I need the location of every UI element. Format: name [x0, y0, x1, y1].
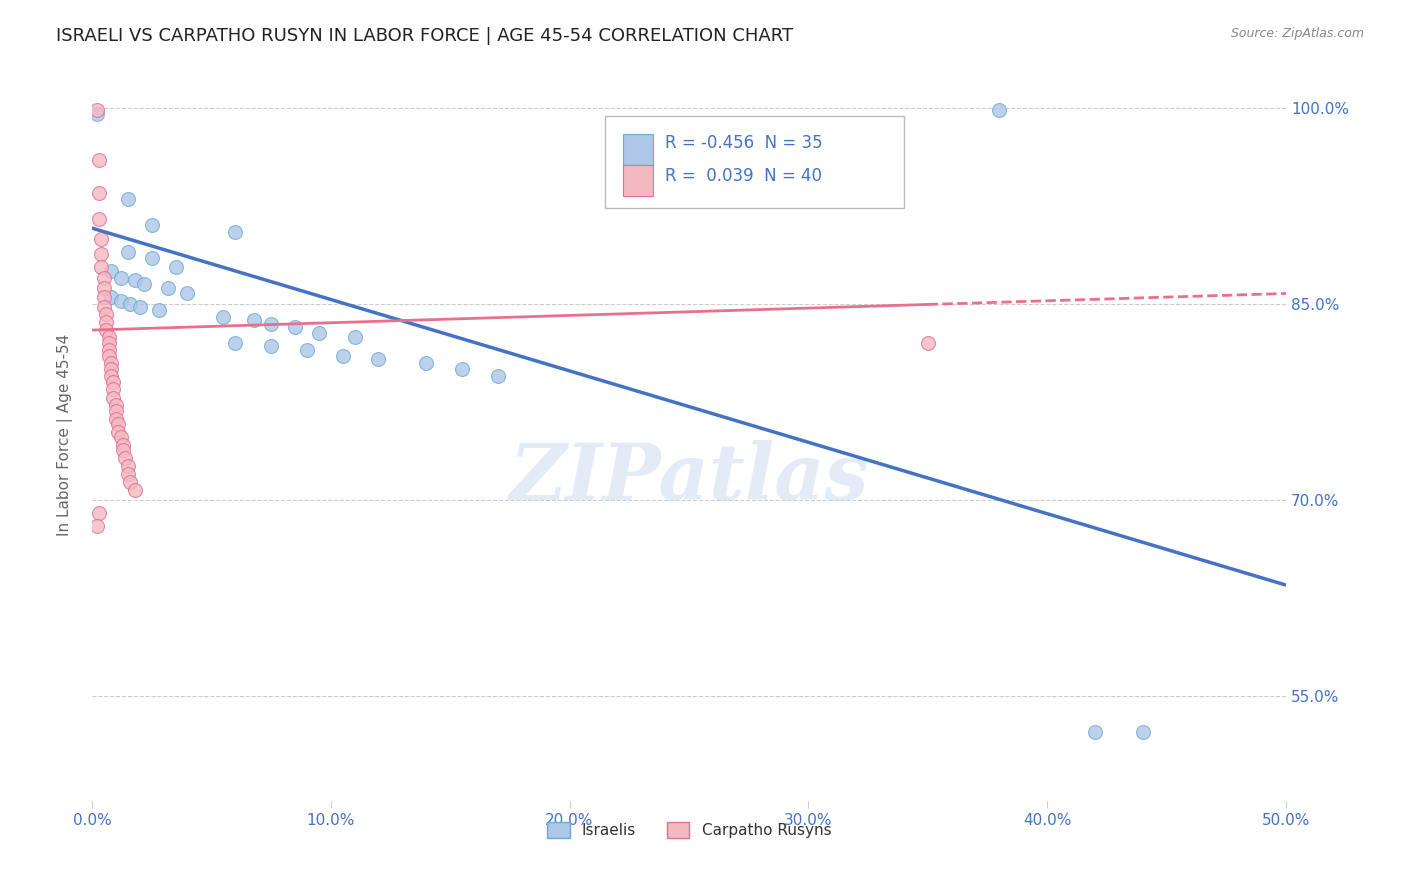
- Point: [176, 286, 198, 301]
- Point: [96, 315, 118, 329]
- Point: [100, 356, 122, 370]
- Point: [96, 323, 118, 337]
- Point: [120, 297, 142, 311]
- Point: [86, 107, 108, 121]
- Point: [117, 459, 139, 474]
- Point: [243, 312, 266, 326]
- Y-axis label: In Labor Force | Age 45-54: In Labor Force | Age 45-54: [58, 334, 73, 536]
- Point: [134, 277, 156, 292]
- Point: [343, 329, 366, 343]
- Point: [87, 186, 110, 200]
- Point: [90, 247, 112, 261]
- Legend: Israelis, Carpatho Rusyns: Israelis, Carpatho Rusyns: [540, 816, 838, 845]
- Point: [103, 376, 125, 390]
- Point: [224, 336, 246, 351]
- Point: [1132, 724, 1154, 739]
- Point: [332, 349, 354, 363]
- Point: [90, 231, 112, 245]
- Point: [141, 219, 163, 233]
- Point: [117, 244, 139, 259]
- Point: [86, 519, 108, 533]
- Point: [110, 294, 132, 309]
- Point: [104, 412, 127, 426]
- Point: [87, 153, 110, 167]
- Point: [224, 225, 246, 239]
- Point: [110, 270, 132, 285]
- Point: [128, 300, 150, 314]
- Point: [117, 192, 139, 206]
- Point: [165, 260, 187, 275]
- Point: [260, 339, 283, 353]
- Text: ISRAELI VS CARPATHO RUSYN IN LABOR FORCE | AGE 45-54 CORRELATION CHART: ISRAELI VS CARPATHO RUSYN IN LABOR FORCE…: [56, 27, 793, 45]
- Point: [86, 103, 108, 118]
- Point: [103, 391, 125, 405]
- FancyBboxPatch shape: [623, 165, 654, 196]
- Point: [451, 362, 474, 376]
- Point: [90, 260, 112, 275]
- Point: [100, 368, 122, 383]
- Point: [988, 103, 1011, 118]
- Point: [114, 451, 136, 466]
- Point: [415, 356, 437, 370]
- Point: [93, 300, 115, 314]
- Point: [96, 307, 118, 321]
- Point: [93, 281, 115, 295]
- Point: [1084, 724, 1107, 739]
- Point: [917, 336, 939, 351]
- Point: [295, 343, 318, 357]
- Text: Source: ZipAtlas.com: Source: ZipAtlas.com: [1230, 27, 1364, 40]
- Point: [124, 273, 146, 287]
- Point: [97, 349, 120, 363]
- Point: [103, 382, 125, 396]
- Point: [111, 438, 134, 452]
- Point: [120, 475, 142, 489]
- Point: [93, 270, 115, 285]
- Point: [124, 483, 146, 497]
- Text: ZIPatlas: ZIPatlas: [509, 441, 869, 516]
- Point: [100, 264, 122, 278]
- Point: [148, 303, 170, 318]
- Point: [308, 326, 330, 340]
- Point: [117, 467, 139, 481]
- Point: [111, 443, 134, 458]
- Point: [260, 317, 283, 331]
- Text: R = -0.456  N = 35: R = -0.456 N = 35: [665, 135, 823, 153]
- Point: [284, 320, 307, 334]
- Point: [367, 351, 389, 366]
- Point: [486, 368, 509, 383]
- Point: [87, 506, 110, 520]
- Point: [100, 290, 122, 304]
- FancyBboxPatch shape: [623, 134, 654, 165]
- Point: [97, 336, 120, 351]
- Point: [212, 310, 235, 324]
- Point: [141, 251, 163, 265]
- Point: [100, 362, 122, 376]
- Text: R =  0.039  N = 40: R = 0.039 N = 40: [665, 167, 823, 186]
- Point: [104, 398, 127, 412]
- Point: [107, 425, 129, 439]
- Point: [97, 329, 120, 343]
- Point: [104, 404, 127, 418]
- Point: [107, 417, 129, 432]
- FancyBboxPatch shape: [606, 116, 904, 208]
- Point: [87, 211, 110, 226]
- Point: [97, 343, 120, 357]
- Point: [93, 290, 115, 304]
- Point: [110, 430, 132, 444]
- Point: [157, 281, 180, 295]
